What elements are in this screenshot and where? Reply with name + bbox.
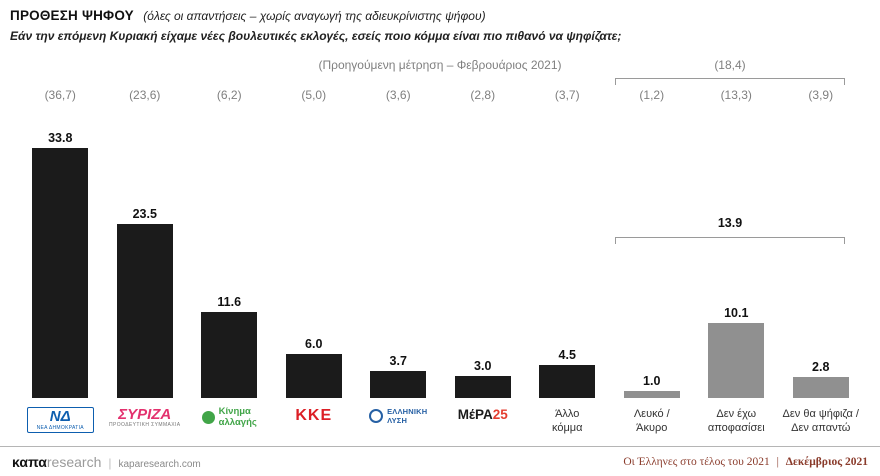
- bar-column-other: 4.5: [525, 108, 610, 398]
- footer-url-link[interactable]: kaparesearch.com: [118, 458, 201, 470]
- party-label-nea-dimokratia: ΝΔ ΝΕΑ ΔΗΜΟΚΡΑΤΙΑ: [18, 404, 103, 446]
- bar-kinal: [201, 312, 258, 398]
- group-total-label: 13.9: [717, 216, 743, 230]
- bar-value-label: 3.7: [389, 354, 407, 368]
- previous-value-syriza: (23,6): [129, 88, 161, 102]
- bar-undecided: [708, 323, 765, 398]
- group-bracket: [615, 237, 845, 244]
- previous-group-total: (18,4): [714, 58, 746, 72]
- bar-column-kinal: 11.6: [187, 108, 272, 398]
- previous-value-kinal: (6,2): [216, 88, 242, 102]
- report-source-divider: |: [776, 455, 779, 468]
- bar-value-label: 2.8: [812, 360, 830, 374]
- party-label-kinima-allagis: Κίνημα αλλαγής: [187, 404, 272, 446]
- brand-kapa: καπα: [12, 453, 47, 470]
- previous-value-mera25: (2,8): [470, 88, 496, 102]
- bar-value-label: 33.8: [48, 131, 73, 145]
- previous-value-no-vote: (3,9): [808, 88, 834, 102]
- elliniki-lysi-emblem-icon: [369, 409, 384, 423]
- category-label-other-party: Άλλο κόμμα: [551, 408, 583, 435]
- bars-row: 33.8 23.5 11.6 6.0 3.7 3.0: [18, 108, 863, 398]
- previous-group-bracket: [615, 78, 845, 85]
- brand-research: research: [46, 453, 102, 470]
- bar-value-label: 3.0: [474, 359, 492, 373]
- previous-value-undecided: (13,3): [720, 88, 752, 102]
- mera25-logo: ΜέΡΑ25: [457, 407, 508, 422]
- kapa-research-brand: καπα research | kaparesearch.com: [12, 454, 201, 470]
- bar-nd: [32, 148, 89, 398]
- category-label-blank-invalid: Λευκό / Άκυρο: [633, 408, 670, 435]
- bar-blank: [623, 391, 680, 398]
- bar-column-kke: 6.0: [272, 108, 357, 398]
- previous-values-row: (36,7) (23,6) (6,2) (5,0) (3,6) (2,8) (3…: [18, 88, 863, 102]
- page-title: ΠΡΟΘΕΣΗ ΨΗΦΟΥ: [10, 8, 134, 23]
- bar-value-label: 4.5: [558, 348, 576, 362]
- bar-column-mera25: 3.0: [441, 108, 526, 398]
- party-label-syriza: ΣΥΡΙΖΑ ΠΡΟΟΔΕΥΤΙΚΗ ΣΥΜΜΑΧΙΑ: [108, 406, 181, 428]
- bar-column-blank: 1.0: [610, 108, 695, 398]
- previous-value-kke: (5,0): [301, 88, 327, 102]
- party-label-mera25: ΜέΡΑ25: [441, 404, 526, 446]
- bar-mera25: [454, 376, 511, 398]
- footer-divider: |: [108, 455, 112, 470]
- bar-column-no-vote: 2.8: [779, 108, 864, 398]
- report-name: Οι Έλληνες στο τέλος του 2021: [623, 455, 770, 468]
- report-header: ΠΡΟΘΕΣΗ ΨΗΦΟΥ (όλες οι απαντήσεις – χωρί…: [10, 7, 870, 43]
- previous-measurement-label: (Προηγούμενη μέτρηση – Φεβρουάριος 2021): [318, 58, 562, 72]
- bar-elliniki-lysi: [370, 371, 427, 398]
- bar-syriza: [116, 224, 173, 398]
- footer: καπα research | kaparesearch.com Οι Έλλη…: [0, 446, 880, 476]
- bar-other: [539, 365, 596, 398]
- kinal-sun-icon: [201, 411, 215, 425]
- bar-value-label: 1.0: [643, 374, 661, 388]
- bar-kke: [285, 354, 342, 398]
- bar-column-syriza: 23.5: [103, 108, 188, 398]
- bar-column-undecided: 10.1: [694, 108, 779, 398]
- category-label-undecided: Δεν έχω αποφασίσει: [707, 408, 765, 435]
- category-labels-row: ΝΔ ΝΕΑ ΔΗΜΟΚΡΑΤΙΑ ΣΥΡΙΖΑ ΠΡΟΟΔΕΥΤΙΚΗ ΣΥΜ…: [18, 404, 863, 446]
- party-label-kke: ΚΚΕ: [272, 404, 357, 446]
- bar-value-label: 11.6: [217, 295, 242, 309]
- party-label-elliniki-lysi: ΕΛΛΗΝΙΚΗ ΛΥΣΗ: [356, 404, 441, 446]
- bar-value-label: 10.1: [724, 306, 749, 320]
- title-row: ΠΡΟΘΕΣΗ ΨΗΦΟΥ (όλες οι απαντήσεις – χωρί…: [10, 7, 870, 25]
- category-label-no-vote-no-answer: Δεν θα ψήφιζα / Δεν απαντώ: [782, 408, 859, 435]
- elliniki-lysi-logo: ΕΛΛΗΝΙΚΗ ΛΥΣΗ: [369, 407, 427, 425]
- bar-no-vote: [792, 377, 849, 398]
- kinal-logo: Κίνημα αλλαγής: [201, 406, 257, 429]
- bar-value-label: 23.5: [132, 207, 157, 221]
- bar-column-nd: 33.8: [18, 108, 103, 398]
- previous-value-blank: (1,2): [639, 88, 665, 102]
- bar-column-elliniki-lysi: 3.7: [356, 108, 441, 398]
- previous-value-elliniki-lysi: (3,6): [385, 88, 411, 102]
- report-source: Οι Έλληνες στο τέλος του 2021 | Δεκέμβρι…: [623, 456, 868, 468]
- previous-value-nd: (36,7): [44, 88, 76, 102]
- report-date: Δεκέμβριος 2021: [785, 455, 868, 468]
- syriza-logo: ΣΥΡΙΖΑ: [118, 406, 172, 423]
- page-title-note: (όλες οι απαντήσεις – χωρίς αναγωγή της …: [143, 9, 486, 23]
- nea-dimokratia-logo: ΝΔ ΝΕΑ ΔΗΜΟΚΡΑΤΙΑ: [26, 407, 94, 433]
- survey-question: Εάν την επόμενη Κυριακή είχαμε νέες βουλ…: [10, 29, 622, 43]
- bar-value-label: 6.0: [305, 337, 323, 351]
- kke-logo: ΚΚΕ: [295, 407, 333, 424]
- previous-value-other: (3,7): [554, 88, 580, 102]
